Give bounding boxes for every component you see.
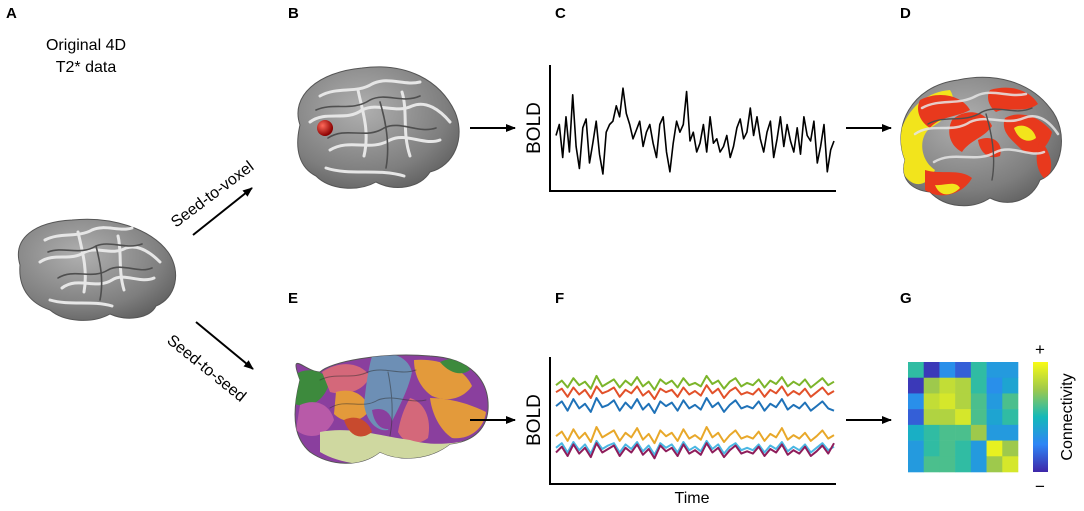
matrix-cell <box>955 377 972 394</box>
panel-a-title-line1: Original 4D <box>46 37 126 54</box>
matrix-cell <box>986 409 1003 426</box>
matrix-cell <box>923 393 940 410</box>
bold-series-line <box>555 87 835 175</box>
matrix-cell <box>970 393 987 410</box>
panel-letter-c: C <box>555 5 566 22</box>
matrix-cell <box>955 456 972 473</box>
chart-c-plot <box>555 87 835 175</box>
matrix-cell <box>908 456 925 473</box>
matrix-cells <box>908 362 1019 473</box>
panel-letter-f: F <box>555 290 564 307</box>
matrix-cell <box>923 409 940 426</box>
arrow-a-to-e <box>195 321 254 370</box>
bold-series-line-5 <box>555 439 835 456</box>
colorbar-label: Connectivity <box>1059 373 1076 460</box>
matrix-cell <box>923 456 940 473</box>
matrix-cell <box>939 409 956 426</box>
matrix-cell <box>1002 362 1019 379</box>
colorbar-minus: − <box>1035 477 1045 496</box>
brain-with-seed <box>297 66 460 189</box>
chart-f: BOLD Time <box>524 357 836 507</box>
matrix-cell <box>986 362 1003 379</box>
matrix-cell <box>908 377 925 394</box>
matrix-cell <box>955 362 972 379</box>
panel-letter-b: B <box>288 5 299 22</box>
matrix-cell <box>986 377 1003 394</box>
panel-letter-a: A <box>6 5 17 22</box>
panel-letter-e: E <box>288 290 298 307</box>
connectivity-matrix: + − Connectivity <box>908 340 1076 496</box>
arrow-a-to-b <box>192 187 253 236</box>
matrix-cell <box>939 424 956 441</box>
chart-f-xlabel: Time <box>675 490 710 507</box>
matrix-cell <box>1002 440 1019 457</box>
matrix-cell <box>923 440 940 457</box>
matrix-cell <box>923 362 940 379</box>
matrix-cell <box>1002 377 1019 394</box>
colorbar <box>1033 362 1048 472</box>
matrix-cell <box>970 424 987 441</box>
matrix-cell <box>1002 424 1019 441</box>
matrix-cell <box>1002 393 1019 410</box>
matrix-cell <box>986 456 1003 473</box>
matrix-cell <box>1002 456 1019 473</box>
matrix-cell <box>955 424 972 441</box>
bold-series-line-3 <box>555 397 835 414</box>
matrix-cell <box>970 440 987 457</box>
bold-series-line-2 <box>555 384 835 401</box>
panel-letter-d: D <box>900 5 911 22</box>
matrix-cell <box>939 393 956 410</box>
bold-series-line-1 <box>555 374 835 391</box>
matrix-cell <box>970 456 987 473</box>
matrix-cell <box>908 362 925 379</box>
chart-f-plot <box>555 374 835 460</box>
matrix-cell <box>970 377 987 394</box>
matrix-cell <box>923 424 940 441</box>
bold-series-line-4 <box>555 426 835 445</box>
matrix-cell <box>986 393 1003 410</box>
chart-f-ylabel: BOLD <box>524 394 545 446</box>
matrix-cell <box>908 393 925 410</box>
bold-series-line-6 <box>555 442 835 460</box>
matrix-cell <box>908 424 925 441</box>
matrix-cell <box>1002 409 1019 426</box>
matrix-cell <box>923 377 940 394</box>
matrix-cell <box>986 440 1003 457</box>
matrix-cell <box>955 409 972 426</box>
matrix-cell <box>939 456 956 473</box>
brain-parcellation <box>294 354 489 464</box>
brain-original <box>18 218 177 321</box>
brain-activation-map <box>900 76 1062 207</box>
matrix-cell <box>939 440 956 457</box>
chart-c: BOLD <box>524 65 836 192</box>
seed-sphere <box>317 120 333 136</box>
seed-to-seed-label: Seed-to-seed <box>163 332 248 406</box>
matrix-cell <box>955 393 972 410</box>
matrix-cell <box>970 409 987 426</box>
matrix-cell <box>908 440 925 457</box>
matrix-cell <box>908 409 925 426</box>
matrix-cell <box>986 424 1003 441</box>
matrix-cell <box>939 362 956 379</box>
chart-c-ylabel: BOLD <box>524 102 545 154</box>
matrix-cell <box>939 377 956 394</box>
colorbar-plus: + <box>1035 340 1045 359</box>
panel-a-title-line2: T2* data <box>56 59 117 76</box>
matrix-cell <box>970 362 987 379</box>
panel-letter-g: G <box>900 290 912 307</box>
matrix-cell <box>955 440 972 457</box>
